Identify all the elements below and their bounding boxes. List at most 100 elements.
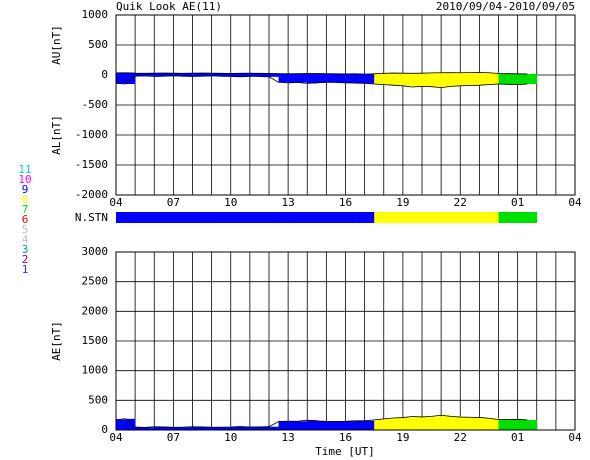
range-fill xyxy=(517,73,528,85)
range-fill xyxy=(393,418,404,430)
station-bar xyxy=(259,212,270,223)
station-bar xyxy=(125,212,136,223)
range-fill xyxy=(240,426,251,430)
range-fill xyxy=(422,73,432,87)
y-tick-label: 500 xyxy=(88,38,108,51)
station-legend-label: 9 xyxy=(22,183,29,196)
range-fill xyxy=(163,426,174,430)
range-fill xyxy=(192,426,203,430)
station-bar xyxy=(441,212,451,223)
range-fill xyxy=(135,73,145,77)
x-tick-label: 07 xyxy=(167,431,180,444)
range-fill xyxy=(259,73,270,77)
x-tick-label: 16 xyxy=(339,431,352,444)
range-fill xyxy=(402,417,413,430)
range-fill xyxy=(431,416,442,430)
station-bar xyxy=(402,212,413,223)
station-bar xyxy=(450,212,461,223)
range-fill xyxy=(431,72,442,87)
range-fill xyxy=(469,417,480,430)
range-fill xyxy=(125,72,136,84)
range-fill xyxy=(508,73,518,85)
range-fill xyxy=(221,427,232,430)
range-fill xyxy=(326,73,337,83)
range-fill xyxy=(441,72,451,88)
range-fill xyxy=(383,73,394,85)
station-legend-label: 11 xyxy=(18,163,31,176)
x-tick-label: 10 xyxy=(224,431,237,444)
y-tick-label: 2000 xyxy=(82,304,109,317)
x-tick-label: 19 xyxy=(396,196,409,209)
range-fill xyxy=(355,420,365,430)
range-fill xyxy=(259,426,270,430)
range-fill xyxy=(335,73,346,83)
x-tick-label: 10 xyxy=(224,196,237,209)
range-fill xyxy=(469,72,480,86)
station-legend-label: 1 xyxy=(22,263,29,276)
range-fill xyxy=(460,72,471,86)
range-fill xyxy=(479,72,490,86)
range-fill xyxy=(278,421,289,430)
chart-title: Quik Look AE(11) xyxy=(116,0,222,13)
y-tick-label: -1500 xyxy=(75,158,108,171)
range-fill xyxy=(144,427,155,430)
y-tick-label: 1000 xyxy=(82,8,109,21)
range-fill xyxy=(307,73,318,84)
range-fill xyxy=(412,73,423,87)
station-bar xyxy=(498,212,509,223)
station-bar xyxy=(202,212,212,223)
station-bar xyxy=(374,212,385,223)
station-bar xyxy=(297,212,308,223)
range-fill xyxy=(240,73,251,77)
station-bar xyxy=(488,212,499,223)
range-fill xyxy=(154,73,165,77)
range-fill xyxy=(125,418,136,430)
range-fill xyxy=(288,421,298,430)
station-bar xyxy=(135,212,145,223)
range-fill xyxy=(479,417,490,430)
range-fill xyxy=(307,420,318,430)
range-fill xyxy=(211,427,222,430)
station-bar xyxy=(269,212,279,223)
range-fill xyxy=(192,73,203,77)
station-bar xyxy=(249,212,260,223)
y-tick-label: 1500 xyxy=(82,334,109,347)
range-fill xyxy=(460,417,471,430)
y-tick-label: -500 xyxy=(82,98,109,111)
x-tick-label: 04 xyxy=(109,431,123,444)
date-range: 2010/09/04-2010/09/05 xyxy=(436,0,575,13)
range-fill xyxy=(498,73,509,84)
station-bar xyxy=(154,212,165,223)
range-fill xyxy=(364,420,375,430)
y-tick-label: -2000 xyxy=(75,188,108,201)
station-bar xyxy=(230,212,241,223)
station-bar xyxy=(163,212,174,223)
range-fill xyxy=(364,74,375,84)
station-bar xyxy=(422,212,432,223)
range-fill xyxy=(412,416,423,430)
y-tick-label: 2500 xyxy=(82,275,109,288)
station-bar xyxy=(182,212,193,223)
range-fill xyxy=(374,419,385,430)
station-bar xyxy=(508,212,518,223)
station-bar xyxy=(240,212,251,223)
y-tick-label: 0 xyxy=(101,68,108,81)
station-legend-label: 6 xyxy=(22,213,29,226)
range-fill xyxy=(527,420,538,430)
station-legend-label: 10 xyxy=(18,173,31,186)
x-axis-label: Time [UT] xyxy=(315,445,375,458)
range-fill xyxy=(450,416,461,430)
range-fill xyxy=(249,73,260,77)
range-fill xyxy=(173,73,184,76)
range-fill xyxy=(441,415,451,430)
series-line xyxy=(115,72,528,75)
x-tick-label: 07 xyxy=(167,196,180,209)
range-fill xyxy=(498,419,509,430)
station-bar xyxy=(393,212,404,223)
y-tick-label: 0 xyxy=(101,423,108,436)
y-axis-label: AU[nT] xyxy=(50,25,63,65)
range-fill xyxy=(116,419,126,430)
y-tick-label: -1000 xyxy=(75,128,108,141)
range-fill xyxy=(269,73,279,77)
